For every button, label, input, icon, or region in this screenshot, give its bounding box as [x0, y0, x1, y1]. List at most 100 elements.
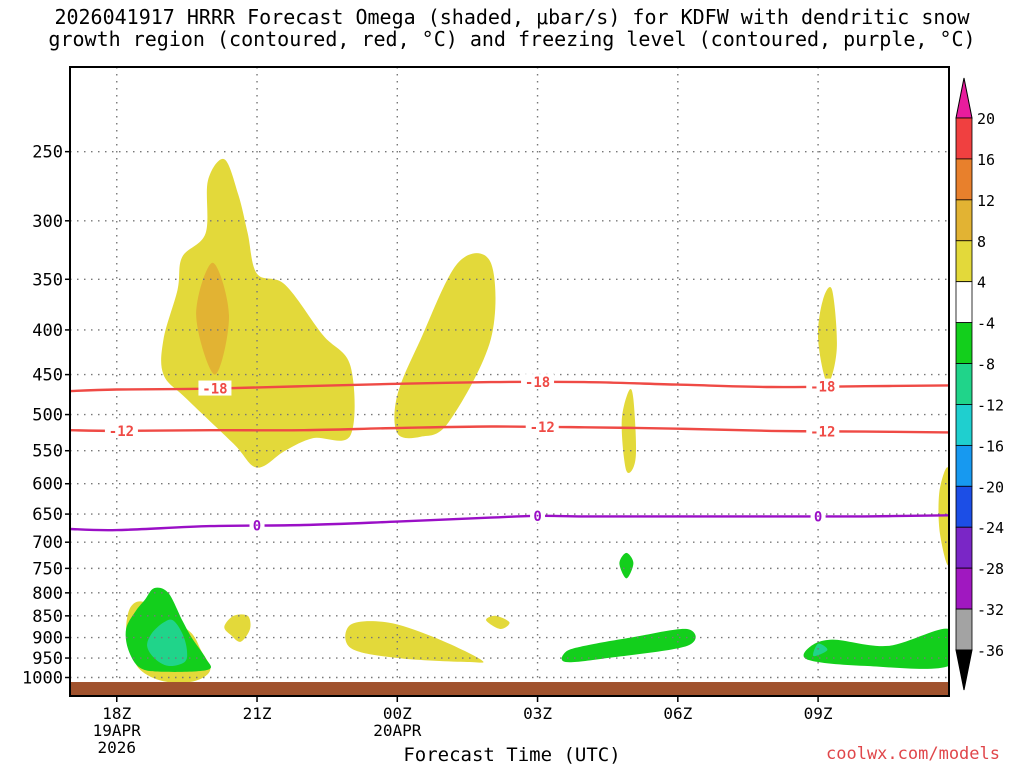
colorbar-label-4: 4	[977, 274, 986, 292]
colorbar-label--16: -16	[977, 437, 1004, 455]
x-tick-date-18Z: 19APR	[93, 721, 142, 740]
ground-surface	[71, 682, 948, 695]
y-tick-label-400: 400	[32, 321, 63, 341]
y-axis: 2503003504004505005506006507007508008509…	[22, 143, 70, 688]
y-tick-label-800: 800	[32, 584, 63, 604]
contour-label--12-0: -12	[109, 424, 134, 440]
colorbar-swatch-12	[955, 567, 973, 610]
colorbar-label--20: -20	[977, 478, 1004, 496]
colorbar-swatch-8	[955, 404, 973, 446]
contour-0	[70, 514, 949, 532]
plot-frame	[69, 66, 950, 697]
x-tick-label-03Z: 03Z	[523, 704, 552, 723]
x-tick-label-06Z: 06Z	[663, 704, 692, 723]
y-tick-label-650: 650	[32, 505, 63, 525]
omega-region-4	[161, 158, 355, 468]
colorbar-label-20: 20	[977, 110, 995, 128]
title-line-1: 2026041917 HRRR Forecast Omega (shaded, …	[54, 5, 970, 29]
colorbar-swatch-9	[955, 444, 973, 487]
y-tick-label-750: 750	[32, 559, 63, 579]
omega-region-9	[621, 389, 637, 473]
y-tick-label-1000: 1000	[22, 668, 63, 688]
colorbar-label--4: -4	[977, 315, 995, 333]
colorbar-bottom-arrow	[955, 649, 973, 691]
omega-region-15	[813, 643, 828, 657]
contour-label-0-0: 0	[253, 519, 261, 535]
colorbar-label--12: -12	[977, 396, 1004, 414]
contour-label--12-1: -12	[530, 420, 555, 436]
contour-label-bg--18-0	[198, 380, 232, 396]
x-tick-year-18Z: 2026	[97, 738, 136, 757]
y-tick-label-950: 950	[32, 649, 63, 669]
y-tick-label-250: 250	[32, 143, 63, 163]
colorbar-label--36: -36	[977, 642, 1004, 660]
y-tick-label-700: 700	[32, 533, 63, 553]
colorbar-swatch-6	[955, 322, 973, 364]
omega-region-14	[803, 628, 949, 669]
omega-region-2	[147, 619, 188, 667]
colorbar-swatch-3	[955, 199, 973, 242]
contour-label-bg-0-2	[810, 508, 826, 524]
x-tick-date-00Z: 20APR	[373, 721, 422, 740]
contour-label--18-0: -18	[202, 382, 227, 398]
contour--12	[70, 425, 949, 434]
colorbar-label--8: -8	[977, 356, 995, 374]
chart-title: 2026041917 HRRR Forecast Omega (shaded, …	[0, 6, 1024, 50]
contour-label--18-1: -18	[525, 375, 550, 391]
omega-region-13	[561, 628, 696, 663]
omega-region-8	[486, 615, 510, 630]
colorbar: 20 16 12 8 4 -4 -8 -12 -16 -20 -24 -28 -32 -36	[955, 77, 1004, 691]
ground-layer	[71, 682, 948, 695]
omega-region-3	[224, 614, 251, 642]
colorbar-label-12: 12	[977, 192, 995, 210]
colorbar-top-arrow	[955, 77, 973, 119]
contour-label-bg--18-2	[806, 378, 840, 394]
colorbar-swatch-7	[955, 363, 973, 405]
contour-label-0-2: 0	[814, 509, 822, 525]
colorbar-swatch-4	[955, 240, 973, 283]
contour-label-bg--12-1	[525, 418, 559, 434]
y-tick-label-550: 550	[32, 442, 63, 462]
y-tick-label-600: 600	[32, 475, 63, 495]
contour-label-bg-0-1	[530, 507, 546, 523]
colorbar-swatch-2	[955, 158, 973, 201]
x-tick-label-09Z: 09Z	[804, 704, 833, 723]
colorbar-swatch-10	[955, 485, 973, 528]
x-axis-label: Forecast Time (UTC)	[403, 744, 621, 766]
colorbar-swatch-1	[955, 117, 973, 160]
contour-label-0-1: 0	[533, 509, 541, 525]
title-line-2: growth region (contoured, red, °C) and f…	[48, 27, 976, 51]
contour--18	[70, 380, 949, 393]
contour-layer: -18 -18 -18 -12 -12 -12 0 0 0	[70, 374, 949, 535]
colorbar-swatch-11	[955, 526, 973, 569]
x-tick-label-21Z: 21Z	[243, 704, 272, 723]
omega-region-7	[345, 621, 484, 663]
y-tick-label-450: 450	[32, 366, 63, 386]
x-tick-label-18Z: 18Z	[102, 704, 131, 723]
colorbar-label-16: 16	[977, 151, 995, 169]
y-tick-label-300: 300	[32, 212, 63, 232]
y-tick-label-500: 500	[32, 406, 63, 426]
colorbar-label--24: -24	[977, 519, 1004, 537]
omega-region-10	[619, 552, 634, 579]
colorbar-label--28: -28	[977, 560, 1004, 578]
omega-region-5	[196, 262, 230, 375]
colorbar-label--32: -32	[977, 601, 1004, 619]
omega-region-11	[817, 287, 837, 383]
contour-label-bg--12-0	[104, 422, 138, 438]
contour-label--12-2: -12	[810, 424, 835, 440]
y-tick-label-350: 350	[32, 270, 63, 290]
contour-label-bg--12-2	[806, 423, 840, 439]
credit-text: coolwx.com/models	[826, 744, 1000, 764]
colorbar-swatch-13	[955, 608, 973, 651]
omega-region-6	[394, 253, 496, 439]
y-tick-label-900: 900	[32, 629, 63, 649]
colorbar-label-8: 8	[977, 233, 986, 251]
y-tick-label-850: 850	[32, 607, 63, 627]
x-tick-label-00Z: 00Z	[383, 704, 412, 723]
contour-label-bg--18-1	[521, 374, 555, 390]
colorbar-swatch-5	[955, 281, 973, 324]
contour-label--18-2: -18	[810, 380, 835, 396]
